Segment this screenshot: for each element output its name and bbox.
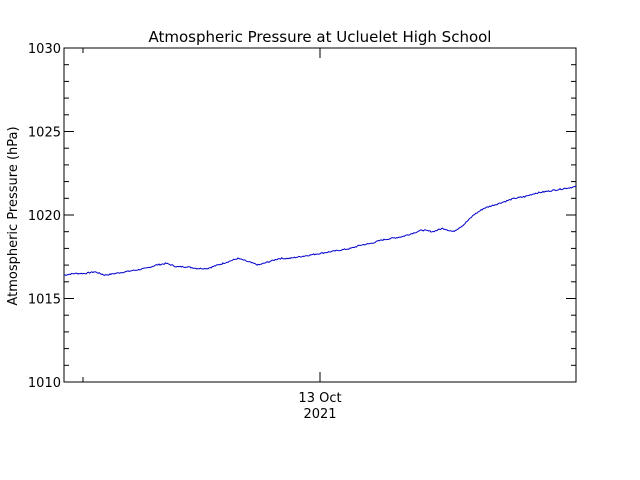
pressure-series-line [63, 185, 577, 276]
y-tick-label: 1025 [28, 126, 61, 141]
y-axis-label: Atmospheric Pressure (hPa) [6, 126, 21, 305]
y-tick-label: 1010 [28, 376, 61, 391]
x-ticks [82, 48, 321, 382]
y-ticks [64, 47, 576, 383]
chart-title: Atmospheric Pressure at Ucluelet High Sc… [149, 28, 492, 46]
y-tick-labels: 1010 1015 1020 1025 1030 [28, 42, 61, 391]
x-tick-label-year: 2021 [303, 407, 336, 422]
x-tick-label-date: 13 Oct [298, 391, 341, 406]
y-tick-label: 1015 [28, 293, 61, 308]
y-tick-label: 1030 [28, 42, 61, 57]
y-tick-label: 1020 [28, 209, 61, 224]
plot-frame [63, 47, 577, 383]
